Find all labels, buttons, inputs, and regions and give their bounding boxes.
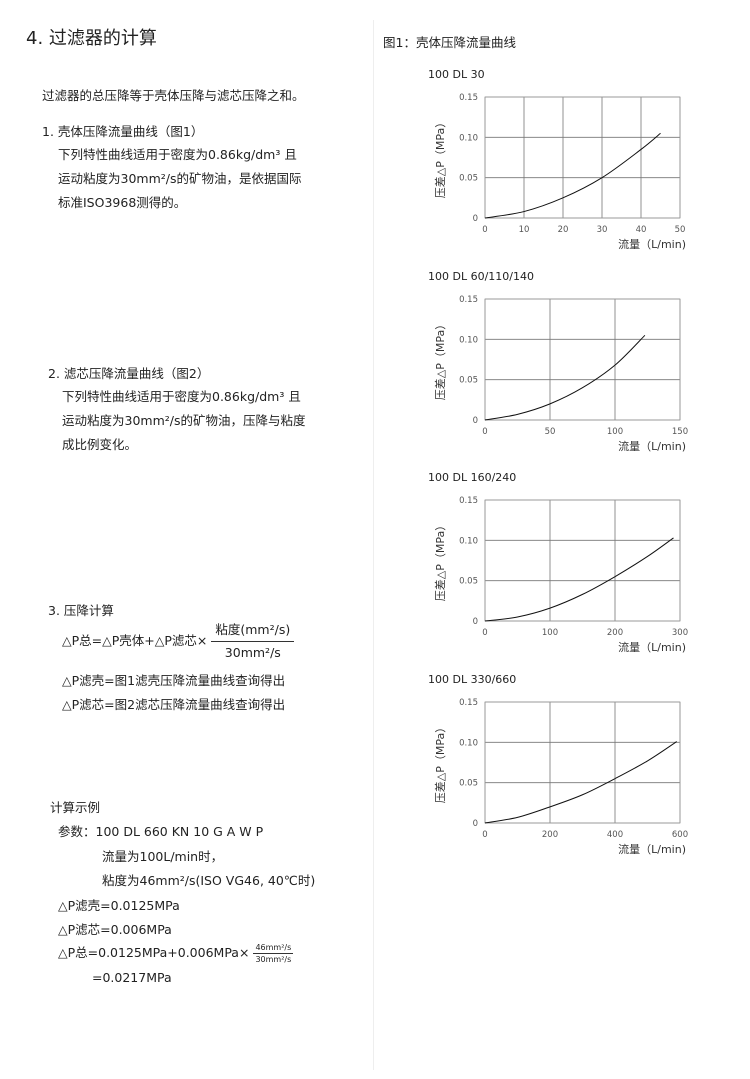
dp-total-numerator: 46mm²/s [253,943,294,954]
section2-line: 成比例变化。 [62,437,138,452]
x-axis-label: 流量（L/min) [618,237,686,251]
formula: △P总=△P壳体+△P滤芯× 粘度(mm²/s) 30mm²/s [62,622,295,661]
x-axis-label: 流量（L/min) [618,439,686,453]
formula-fraction: 粘度(mm²/s) 30mm²/s [211,622,295,661]
section1-heading: 1. 壳体压降流量曲线（图1） [42,124,204,139]
section3-heading: 3. 压降计算 [48,603,114,618]
dp-total-denominator: 30mm²/s [255,955,292,964]
y-tick-label: 0.15 [459,93,478,103]
x-tick-label: 300 [672,628,688,638]
dp-total-fraction: 46mm²/s 30mm²/s [253,943,294,964]
example-params: 参数：100 DL 660 KN 10 G A W P [58,824,264,839]
y-tick-label: 0 [473,617,478,627]
x-tick-label: 0 [482,830,487,840]
x-tick-label: 0 [482,628,487,638]
chart-1: 100 DL 30 0 10 20 30 40 50 0 0.05 0.10 0.15 流量（L/mi… [410,64,700,264]
chart-title: 100 DL 160/240 [428,471,516,484]
section2-line: 下列特性曲线适用于密度为0.86kg/dm³ 且 [62,389,301,404]
example-dp-total: △P总=0.0125MPa+0.006MPa× 46mm²/s 30mm²/s [58,943,294,964]
chart-3: 100 DL 160/240 0 100 200 300 0 0.05 0.10 0.15 流量（… [410,467,700,667]
x-axis-label: 流量（L/min) [618,842,686,856]
x-tick-label: 40 [636,225,647,235]
section1-line: 下列特性曲线适用于密度为0.86kg/dm³ 且 [58,147,297,162]
x-tick-label: 50 [675,225,686,235]
chart-title: 100 DL 330/660 [428,673,516,686]
formula-denominator: 30mm²/s [224,645,281,660]
plot-frame [484,499,681,622]
x-tick-label: 600 [672,830,688,840]
x-tick-label: 20 [558,225,569,235]
intro-text: 过滤器的总压降等于壳体压降与滤芯压降之和。 [42,88,305,103]
data-curve [484,741,678,824]
section2-line: 运动粘度为30mm²/s的矿物油，压降与粘度 [62,413,306,428]
section2-heading: 2. 滤芯压降流量曲线（图2） [48,366,210,381]
y-tick-label: 0 [473,214,478,224]
x-tick-label: 100 [542,628,558,638]
x-tick-label: 50 [545,427,556,437]
plot-frame [484,298,681,421]
y-tick-label: 0.10 [459,738,478,748]
x-tick-label: 200 [542,830,558,840]
y-tick-label: 0 [473,819,478,829]
x-tick-label: 0 [482,225,487,235]
data-curve [484,537,674,622]
y-tick-label: 0.05 [459,174,478,184]
example-viscosity: 粘度为46mm²/s(ISO VG46, 40℃时) [102,873,316,888]
example-dp-housing: △P滤壳=0.0125MPa [58,898,180,913]
section3-line: △P滤壳=图1滤壳压降流量曲线查询得出 [62,673,286,688]
x-axis-label: 流量（L/min) [618,640,686,654]
x-tick-label: 400 [607,830,623,840]
y-tick-label: 0.15 [459,698,478,708]
x-tick-label: 10 [519,225,530,235]
column-divider [373,20,374,1070]
data-curve [484,132,661,219]
y-axis-label: 压差△P（MPa） [433,117,447,198]
chart-4: 100 DL 330/660 0 200 400 600 0 0.05 0.10 0.15 流量（… [410,669,700,869]
plot-frame [484,701,681,824]
formula-numerator: 粘度(mm²/s) [211,622,295,642]
x-tick-label: 0 [482,427,487,437]
y-tick-label: 0.05 [459,779,478,789]
x-tick-label: 100 [607,427,623,437]
section1-line: 标准ISO3968测得的。 [58,195,187,210]
y-tick-label: 0.05 [459,577,478,587]
y-tick-label: 0 [473,416,478,426]
page-title: 4. 过滤器的计算 [26,28,157,49]
y-axis-label: 压差△P（MPa） [433,722,447,803]
dp-total-left: △P总=0.0125MPa+0.006MPa× [58,945,250,960]
chart-title: 100 DL 30 [428,68,485,81]
section1-line: 运动粘度为30mm²/s的矿物油，是依据国际 [58,171,302,186]
figure-title: 图1：壳体压降流量曲线 [383,35,516,50]
y-tick-label: 0.05 [459,376,478,386]
section3-line: △P滤芯=图2滤芯压降流量曲线查询得出 [62,697,286,712]
y-tick-label: 0.10 [459,133,478,143]
y-axis-label: 压差△P（MPa） [433,319,447,400]
x-tick-label: 200 [607,628,623,638]
x-tick-label: 30 [597,225,608,235]
example-result: =0.0217MPa [92,970,172,985]
example-flow: 流量为100L/min时， [102,849,224,864]
example-heading: 计算示例 [50,800,101,815]
plot-frame [484,96,681,219]
chart-title: 100 DL 60/110/140 [428,270,534,283]
x-tick-label: 150 [672,427,688,437]
y-tick-label: 0.15 [459,496,478,506]
y-tick-label: 0.15 [459,295,478,305]
chart-2: 100 DL 60/110/140 0 50 100 150 0 0.05 0.10 0.15 流… [410,266,700,466]
example-dp-element: △P滤芯=0.006MPa [58,922,172,937]
y-axis-label: 压差△P（MPa） [433,520,447,601]
data-curve [484,334,646,421]
formula-left: △P总=△P壳体+△P滤芯× [62,633,208,648]
y-tick-label: 0.10 [459,335,478,345]
y-tick-label: 0.10 [459,536,478,546]
